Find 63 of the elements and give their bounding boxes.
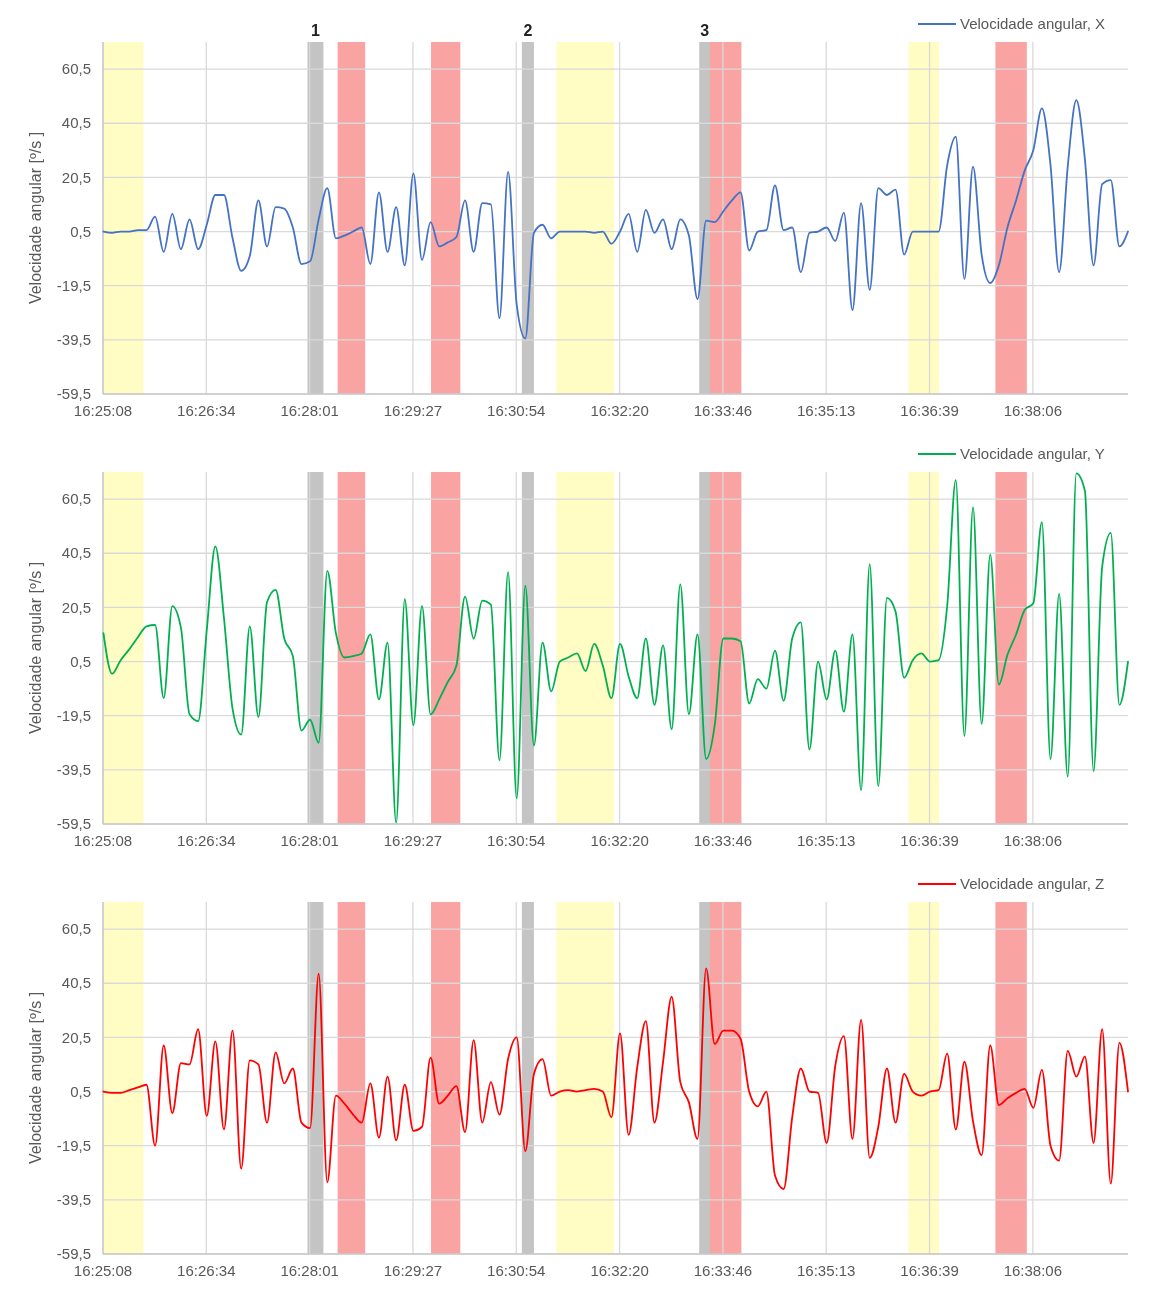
y-tick-label: -59,5 (56, 1245, 91, 1263)
y-tick-label: 60,5 (61, 490, 91, 508)
x-tick-label: 16:25:08 (73, 832, 133, 849)
legend-label: Velocidade angular, X (960, 15, 1106, 33)
x-tick-label: 16:25:08 (73, 402, 133, 419)
y-tick-label: -19,5 (56, 1136, 91, 1154)
x-tick-label: 16:29:27 (383, 832, 443, 849)
y-axis-title: Velocidade angular [º/s ] (27, 991, 44, 1165)
x-tick-label: 16:35:13 (797, 402, 856, 419)
line-series (102, 99, 1129, 340)
y-tick-label: 40,5 (61, 114, 91, 132)
band-label: 1 (310, 22, 320, 39)
x-tick-label: 16:26:34 (177, 402, 236, 419)
x-tick-label: 16:38:06 (1003, 832, 1063, 849)
x-tick-label: 16:30:54 (487, 1262, 546, 1279)
y-axis-title: Velocidade angular [º/s ] (27, 561, 44, 735)
x-tick-label: 16:35:13 (797, 832, 856, 849)
x-tick-label: 16:33:46 (693, 402, 753, 419)
x-tick-label: 16:36:39 (900, 402, 959, 419)
x-tick-label: 16:29:27 (383, 402, 443, 419)
y-tick-label: 0,5 (70, 652, 91, 670)
legend-label: Velocidade angular, Y (960, 445, 1105, 463)
y-tick-label: -59,5 (56, 815, 91, 833)
y-tick-label: -59,5 (56, 385, 91, 403)
line-series (102, 967, 1129, 1190)
y-tick-label: -39,5 (56, 1191, 91, 1209)
x-tick-label: 16:29:27 (383, 1262, 443, 1279)
y-tick-label: 40,5 (61, 974, 91, 992)
y-tick-label: -19,5 (56, 276, 91, 294)
legend-label: Velocidade angular, Z (960, 875, 1105, 893)
y-tick-label: -39,5 (56, 331, 91, 349)
band-label: 2 (523, 22, 533, 39)
x-tick-label: 16:32:20 (590, 832, 649, 849)
y-tick-label: 0,5 (70, 222, 91, 240)
x-tick-label: 16:38:06 (1003, 1262, 1063, 1279)
x-tick-label: 16:33:46 (693, 1262, 753, 1279)
x-tick-label: 16:28:01 (280, 402, 339, 419)
x-tick-label: 16:26:34 (177, 832, 236, 849)
band-label: 3 (700, 22, 710, 39)
y-tick-label: 20,5 (61, 1028, 91, 1046)
x-tick-label: 16:25:08 (73, 1262, 133, 1279)
y-tick-label: 60,5 (61, 60, 91, 78)
x-tick-label: 16:35:13 (797, 1262, 856, 1279)
x-tick-label: 16:28:01 (280, 1262, 339, 1279)
x-tick-label: 16:32:20 (590, 402, 649, 419)
y-tick-label: 20,5 (61, 168, 91, 186)
x-tick-label: 16:36:39 (900, 832, 959, 849)
y-tick-label: -19,5 (56, 706, 91, 724)
y-tick-label: 60,5 (61, 920, 91, 938)
x-tick-label: 16:30:54 (487, 402, 546, 419)
y-axis-title: Velocidade angular [º/s ] (27, 131, 44, 305)
y-tick-label: 20,5 (61, 598, 91, 616)
y-tick-label: 0,5 (70, 1082, 91, 1100)
x-tick-label: 16:36:39 (900, 1262, 959, 1279)
x-tick-label: 16:38:06 (1003, 402, 1063, 419)
x-tick-label: 16:30:54 (487, 832, 546, 849)
x-tick-label: 16:28:01 (280, 832, 339, 849)
x-tick-label: 16:33:46 (693, 832, 753, 849)
x-tick-label: 16:26:34 (177, 1262, 236, 1279)
y-tick-label: 40,5 (61, 544, 91, 562)
y-tick-label: -39,5 (56, 761, 91, 779)
x-tick-label: 16:32:20 (590, 1262, 649, 1279)
line-series (102, 472, 1129, 824)
